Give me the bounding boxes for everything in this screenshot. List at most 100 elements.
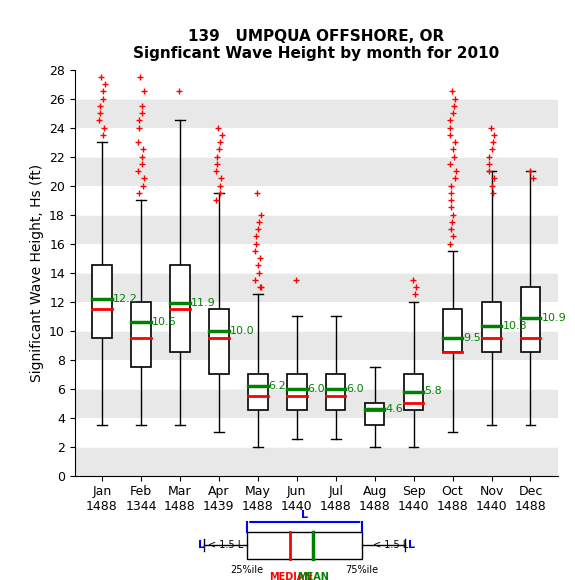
Bar: [75, 418, 558, 447]
Bar: [75, 244, 558, 273]
Point: [99, 87, 108, 96]
Bar: [326, 374, 346, 411]
Point: [251, 246, 260, 255]
Point: [95, 102, 105, 111]
Text: 10.9: 10.9: [542, 313, 566, 322]
Point: [255, 253, 264, 263]
Point: [450, 174, 459, 183]
Point: [213, 123, 223, 132]
Point: [98, 94, 107, 103]
Point: [292, 276, 301, 285]
Point: [135, 188, 144, 197]
Point: [446, 195, 455, 205]
Point: [485, 160, 494, 169]
Point: [212, 166, 221, 176]
Point: [215, 181, 224, 190]
Point: [490, 130, 499, 140]
Bar: [365, 403, 385, 425]
Point: [137, 160, 147, 169]
Point: [448, 108, 458, 118]
Point: [133, 137, 143, 147]
Bar: [248, 374, 267, 411]
Point: [256, 282, 265, 292]
Text: 10.0: 10.0: [230, 325, 254, 336]
Point: [139, 87, 148, 96]
Point: [217, 174, 226, 183]
Point: [446, 181, 455, 190]
Text: 6.0: 6.0: [347, 383, 364, 394]
Text: 11.9: 11.9: [191, 298, 216, 308]
Bar: [170, 266, 190, 352]
Point: [215, 145, 224, 154]
Bar: [131, 302, 151, 367]
Point: [216, 137, 225, 147]
Bar: [209, 309, 229, 374]
Bar: [443, 309, 462, 352]
Point: [139, 145, 148, 154]
Text: 6.2: 6.2: [269, 380, 286, 391]
Text: MEAN: MEAN: [297, 572, 329, 580]
Point: [251, 239, 260, 248]
Point: [137, 108, 146, 118]
Point: [255, 218, 264, 227]
Point: [450, 102, 459, 111]
Text: MEDIAN: MEDIAN: [269, 572, 312, 580]
Point: [216, 188, 225, 197]
Point: [411, 290, 420, 299]
Bar: [75, 70, 558, 99]
Point: [447, 224, 456, 234]
Point: [254, 261, 263, 270]
Point: [448, 232, 458, 241]
Text: 6.0: 6.0: [308, 383, 325, 394]
Bar: [75, 302, 558, 331]
Bar: [482, 302, 501, 352]
Bar: [404, 374, 423, 411]
Point: [412, 282, 421, 292]
Point: [252, 188, 262, 197]
Point: [447, 87, 457, 96]
Point: [212, 152, 221, 161]
Point: [488, 181, 497, 190]
Point: [138, 102, 147, 111]
Point: [139, 181, 148, 190]
Point: [488, 137, 497, 147]
Point: [451, 94, 460, 103]
Point: [97, 72, 106, 82]
Point: [450, 137, 459, 147]
Text: 5.8: 5.8: [424, 386, 442, 397]
Point: [448, 210, 457, 219]
Point: [137, 152, 146, 161]
Point: [528, 174, 538, 183]
Point: [139, 174, 148, 183]
Point: [447, 218, 457, 227]
Point: [486, 123, 495, 132]
Point: [488, 188, 497, 197]
Point: [98, 130, 108, 140]
Point: [489, 174, 499, 183]
Point: [255, 268, 264, 277]
Point: [134, 123, 143, 132]
Point: [446, 239, 455, 248]
Point: [254, 224, 263, 234]
Text: < 1.5 L: < 1.5 L: [208, 540, 243, 550]
Text: 75%ile: 75%ile: [346, 564, 379, 575]
Point: [448, 145, 458, 154]
Bar: [287, 374, 306, 411]
Point: [445, 130, 454, 140]
Bar: [75, 360, 558, 389]
Text: 25%ile: 25%ile: [231, 564, 264, 575]
Point: [445, 160, 454, 169]
Point: [136, 72, 145, 82]
Point: [446, 188, 455, 197]
Text: L: L: [301, 510, 308, 520]
Point: [95, 108, 105, 118]
Text: 4.6: 4.6: [386, 404, 403, 414]
Point: [446, 116, 455, 125]
Y-axis label: Significant Wave Height, Hs (ft): Significant Wave Height, Hs (ft): [29, 164, 44, 382]
Text: < 1.5 L: < 1.5 L: [373, 540, 409, 550]
Point: [217, 130, 227, 140]
Text: 10.3: 10.3: [503, 321, 527, 331]
Bar: [75, 128, 558, 157]
Point: [251, 232, 260, 241]
Point: [100, 79, 109, 89]
